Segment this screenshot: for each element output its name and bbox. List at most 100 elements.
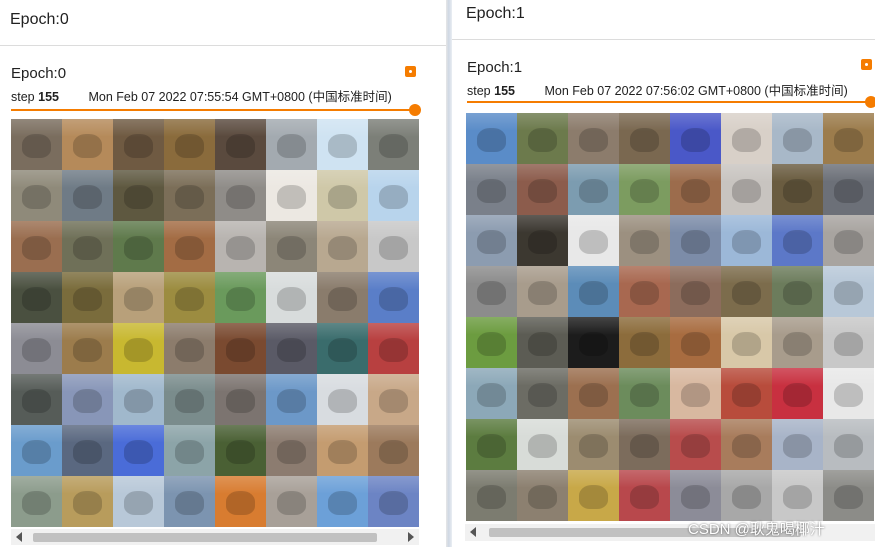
image-tile — [266, 425, 317, 476]
image-tile — [317, 170, 368, 221]
step-value: 155 — [494, 84, 515, 98]
image-tile — [215, 272, 266, 323]
image-tile — [823, 470, 874, 521]
image-tile — [11, 374, 62, 425]
image-tile — [164, 425, 215, 476]
image-tile — [466, 215, 517, 266]
image-tile — [670, 215, 721, 266]
watermark: CSDN @耿鬼喝椰汁 — [688, 521, 825, 538]
image-tile — [317, 272, 368, 323]
image-grid — [11, 119, 419, 527]
image-tile — [466, 470, 517, 521]
image-tile — [823, 215, 874, 266]
scrollbar-thumb[interactable] — [33, 533, 377, 542]
image-tile — [368, 221, 419, 272]
image-tile — [619, 113, 670, 164]
image-tile — [619, 317, 670, 368]
image-grid — [466, 113, 875, 522]
image-tile — [266, 119, 317, 170]
image-tile — [721, 317, 772, 368]
image-tile — [517, 368, 568, 419]
image-tile — [113, 170, 164, 221]
image-tile — [113, 221, 164, 272]
image-tile — [670, 368, 721, 419]
epoch-1-panel: Epoch:1 Epoch:1 step 155 Mon Feb 07 2022… — [452, 0, 875, 547]
more-vert-icon[interactable] — [405, 66, 416, 77]
image-tile — [670, 266, 721, 317]
image-tile — [368, 425, 419, 476]
image-tile — [517, 164, 568, 215]
image-tile — [317, 425, 368, 476]
image-tile — [721, 266, 772, 317]
image-tile — [772, 266, 823, 317]
image-tile — [772, 215, 823, 266]
image-tile — [164, 221, 215, 272]
image-tile — [670, 470, 721, 521]
image-tile — [721, 164, 772, 215]
horizontal-scrollbar[interactable] — [465, 524, 875, 541]
epoch-0-heading: Epoch:0 — [10, 11, 69, 28]
image-tile — [568, 113, 619, 164]
image-tile — [619, 266, 670, 317]
image-tile — [215, 374, 266, 425]
image-tile — [62, 323, 113, 374]
image-tile — [517, 317, 568, 368]
image-tile — [62, 425, 113, 476]
image-tile — [62, 170, 113, 221]
more-vert-icon[interactable] — [861, 59, 872, 70]
image-tile — [721, 470, 772, 521]
image-tile — [619, 470, 670, 521]
image-tile — [11, 323, 62, 374]
image-tile — [772, 368, 823, 419]
image-tile — [164, 272, 215, 323]
step-info: step 155 Mon Feb 07 2022 07:55:54 GMT+08… — [11, 86, 392, 105]
image-tile — [317, 323, 368, 374]
scroll-left-arrow-icon[interactable] — [470, 527, 476, 537]
step-slider-thumb[interactable] — [865, 96, 875, 108]
step-slider-thumb[interactable] — [409, 104, 421, 116]
image-tile — [517, 215, 568, 266]
image-tile — [266, 323, 317, 374]
image-tile — [368, 170, 419, 221]
image-tile — [215, 170, 266, 221]
scroll-left-arrow-icon[interactable] — [16, 532, 22, 542]
step-label: step — [467, 84, 491, 98]
image-tile — [772, 470, 823, 521]
image-tile — [568, 215, 619, 266]
image-tile — [317, 119, 368, 170]
image-tile — [215, 323, 266, 374]
image-tile — [164, 170, 215, 221]
image-tile — [517, 113, 568, 164]
scroll-right-arrow-icon[interactable] — [408, 532, 414, 542]
image-tile — [368, 323, 419, 374]
image-tile — [62, 272, 113, 323]
image-tile — [215, 425, 266, 476]
image-tile — [568, 317, 619, 368]
image-tile — [823, 113, 874, 164]
horizontal-scrollbar[interactable] — [11, 529, 419, 545]
step-slider-track[interactable] — [467, 101, 872, 103]
image-tile — [721, 113, 772, 164]
image-tile — [62, 374, 113, 425]
header-divider — [452, 39, 875, 40]
image-tile — [823, 266, 874, 317]
image-tile — [164, 323, 215, 374]
image-tile — [772, 164, 823, 215]
step-slider-track[interactable] — [11, 109, 411, 111]
image-tile — [568, 419, 619, 470]
image-tile — [266, 272, 317, 323]
image-tile — [11, 119, 62, 170]
image-tile — [823, 419, 874, 470]
image-tile — [113, 476, 164, 527]
scrollbar-thumb[interactable] — [489, 528, 801, 537]
step-label: step — [11, 90, 35, 104]
image-tile — [823, 164, 874, 215]
image-tile — [368, 272, 419, 323]
image-tile — [11, 425, 62, 476]
image-tile — [11, 272, 62, 323]
image-tile — [568, 470, 619, 521]
image-tile — [317, 221, 368, 272]
image-tile — [721, 368, 772, 419]
image-tile — [266, 221, 317, 272]
image-tile — [772, 419, 823, 470]
